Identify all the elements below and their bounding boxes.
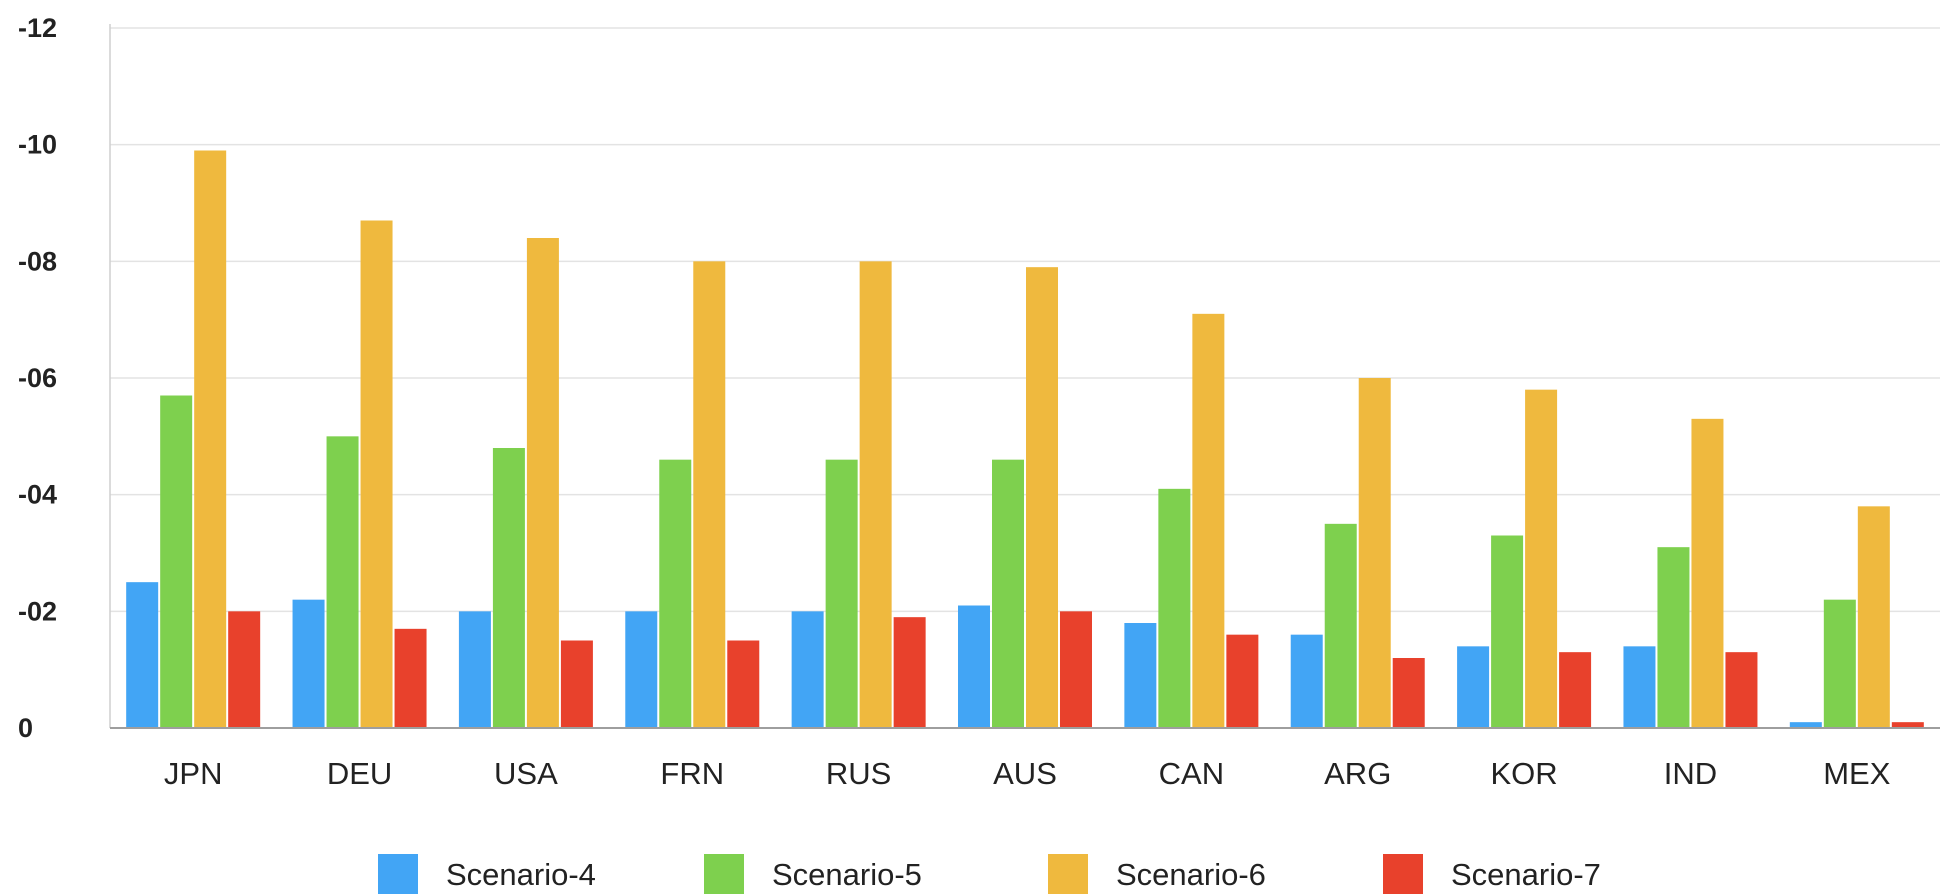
bar-scenario-5-can <box>1158 488 1191 728</box>
bar-scenario-7-usa <box>560 640 593 728</box>
bar-scenario-6-usa <box>526 238 559 728</box>
bar-scenario-7-deu <box>394 628 427 728</box>
bar-scenario-6-mex <box>1857 506 1890 728</box>
bar-scenario-5-rus <box>825 459 858 728</box>
x-tick-label: JPN <box>164 756 223 791</box>
x-axis-ticks: JPN DEU USA FRN RUS AUS CAN ARG KOR IND MEX <box>164 756 1891 791</box>
bar-scenario-4-mex <box>1789 722 1822 728</box>
bar-scenario-4-kor <box>1457 646 1490 728</box>
bar-scenario-5-kor <box>1491 535 1524 728</box>
legend-item-scenario-6: Scenario-6 <box>1048 854 1266 894</box>
bar-scenario-7-can <box>1226 634 1259 728</box>
x-tick-label: CAN <box>1159 756 1224 791</box>
x-tick-label: AUS <box>993 756 1057 791</box>
bar-scenario-4-can <box>1124 623 1157 728</box>
y-tick-label: -12 <box>18 13 57 43</box>
legend-swatch <box>378 854 418 894</box>
legend-label: Scenario-7 <box>1451 857 1601 892</box>
bar-scenario-6-ind <box>1691 418 1724 728</box>
legend-label: Scenario-5 <box>772 857 922 892</box>
y-axis-ticks: 0 -02 -04 -06 -08 -10 -12 <box>18 13 57 743</box>
legend: Scenario-4 Scenario-5 Scenario-6 Scenario-7 <box>378 854 1601 894</box>
x-tick-label: FRN <box>660 756 724 791</box>
x-tick-label: RUS <box>826 756 891 791</box>
axes <box>109 24 1940 729</box>
bar-scenario-7-aus <box>1060 611 1092 728</box>
bar-scenario-6-frn <box>693 261 726 728</box>
bar-scenario-5-frn <box>659 459 692 728</box>
bar-scenario-5-usa <box>492 448 525 728</box>
bar-scenario-5-aus <box>992 459 1024 728</box>
bar-scenario-5-deu <box>326 436 359 728</box>
bar-scenario-6-jpn <box>194 150 227 728</box>
x-tick-label: KOR <box>1490 756 1557 791</box>
y-tick-label: 0 <box>18 713 33 743</box>
legend-swatch <box>1383 854 1423 894</box>
bar-scenario-7-kor <box>1559 652 1592 728</box>
legend-swatch <box>1048 854 1088 894</box>
y-tick-label: -10 <box>18 130 57 160</box>
bar-scenario-5-mex <box>1823 599 1856 728</box>
x-tick-label: IND <box>1664 756 1717 791</box>
bar-scenario-4-jpn <box>126 582 159 728</box>
bar-scenario-6-arg <box>1358 378 1391 728</box>
x-tick-label: MEX <box>1823 756 1891 791</box>
legend-swatch <box>704 854 744 894</box>
legend-item-scenario-4: Scenario-4 <box>378 854 596 894</box>
bar-scenario-5-arg <box>1324 523 1357 728</box>
grid-lines <box>110 27 1940 613</box>
bar-scenario-4-ind <box>1623 646 1656 728</box>
bar-scenario-7-ind <box>1725 652 1758 728</box>
y-tick-label: -02 <box>18 596 57 626</box>
bar-scenario-4-aus <box>958 605 990 728</box>
bars <box>126 150 1924 728</box>
bar-scenario-7-rus <box>893 617 926 728</box>
bar-scenario-7-jpn <box>228 611 261 728</box>
legend-label: Scenario-4 <box>446 857 596 892</box>
bar-scenario-5-jpn <box>160 395 193 728</box>
y-tick-label: -06 <box>18 363 57 393</box>
legend-label: Scenario-6 <box>1116 857 1266 892</box>
bar-scenario-4-arg <box>1290 634 1323 728</box>
bar-scenario-6-aus <box>1026 267 1058 728</box>
legend-item-scenario-5: Scenario-5 <box>704 854 922 894</box>
legend-item-scenario-7: Scenario-7 <box>1383 854 1601 894</box>
bar-scenario-6-can <box>1192 313 1225 728</box>
bar-scenario-4-deu <box>292 599 325 728</box>
bar-scenario-7-arg <box>1392 658 1425 728</box>
x-tick-label: DEU <box>327 756 392 791</box>
y-tick-label: -04 <box>18 480 57 510</box>
bar-scenario-4-rus <box>791 611 824 728</box>
bar-scenario-4-frn <box>625 611 658 728</box>
bar-scenario-5-ind <box>1657 547 1690 728</box>
x-tick-label: USA <box>494 756 558 791</box>
bar-scenario-7-frn <box>727 640 760 728</box>
x-tick-label: ARG <box>1324 756 1391 791</box>
bar-scenario-6-deu <box>360 220 393 728</box>
bar-scenario-6-rus <box>859 261 892 728</box>
bar-scenario-6-kor <box>1525 389 1558 728</box>
y-tick-label: -08 <box>18 246 57 276</box>
bar-scenario-4-usa <box>458 611 491 728</box>
bar-scenario-7-mex <box>1891 722 1924 728</box>
